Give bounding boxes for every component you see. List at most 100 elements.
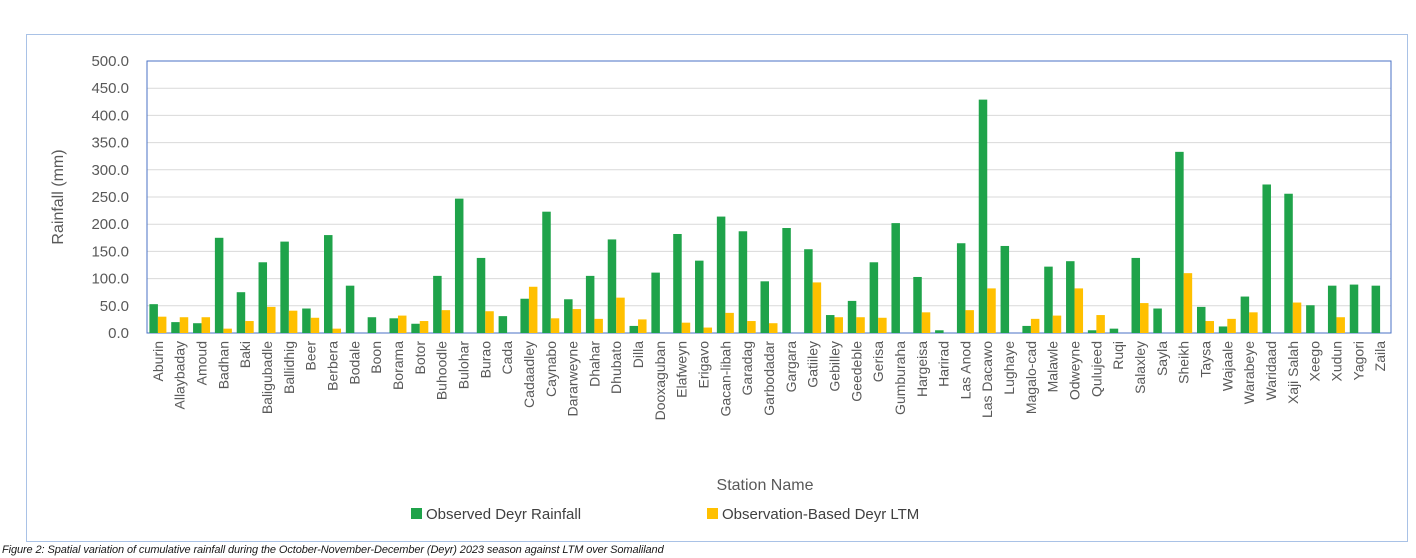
bar-observed xyxy=(389,318,398,333)
bar-ltm xyxy=(856,317,865,333)
x-category-label: Burao xyxy=(477,341,493,379)
x-category-label: Xudun xyxy=(1328,341,1344,381)
bar-observed xyxy=(607,239,617,333)
bar-observed xyxy=(520,298,529,333)
bar-ltm xyxy=(419,321,429,333)
bar-observed xyxy=(1066,261,1075,333)
x-category-label: Gerisa xyxy=(870,341,886,382)
bar-ltm xyxy=(1249,312,1258,333)
x-category-label: Gargara xyxy=(783,341,799,393)
bar-observed xyxy=(629,325,639,333)
bar-ltm xyxy=(594,318,603,333)
x-category-label: Cada xyxy=(499,341,515,375)
x-category-label: Yagori xyxy=(1350,341,1366,380)
x-category-label: Ballidhig xyxy=(281,341,297,394)
bar-observed xyxy=(1175,151,1184,333)
bar-ltm xyxy=(965,310,974,333)
x-category-label: Baki xyxy=(237,341,253,368)
bar-observed xyxy=(1327,285,1337,333)
y-tick-label: 500.0 xyxy=(91,53,129,70)
x-category-label: Gebilley xyxy=(826,341,842,392)
bar-observed xyxy=(345,285,355,333)
bar-ltm xyxy=(288,310,298,333)
bar-observed xyxy=(1000,245,1010,333)
y-axis-title: Rainfall (mm) xyxy=(50,149,67,244)
bar-ltm xyxy=(157,316,167,333)
bar-observed xyxy=(498,316,508,333)
x-category-label: Xeego xyxy=(1307,341,1323,382)
x-category-label: Hargeisa xyxy=(914,341,930,397)
x-category-label: Las Dacawo xyxy=(979,341,995,418)
bar-ltm xyxy=(397,315,407,333)
bar-ltm xyxy=(267,306,276,333)
x-category-label: Garadag xyxy=(739,341,755,395)
bar-ltm xyxy=(528,286,538,333)
x-category-label: Erigavo xyxy=(696,341,712,389)
bar-ltm xyxy=(1183,273,1193,333)
y-tick-label: 400.0 xyxy=(91,107,129,124)
bar-observed xyxy=(673,233,682,333)
legend-swatch-ltm xyxy=(707,508,718,519)
bar-ltm xyxy=(638,319,647,333)
legend-swatch-observed xyxy=(411,508,422,519)
bar-observed xyxy=(1349,284,1359,333)
bar-observed xyxy=(956,243,966,333)
bar-ltm xyxy=(201,317,211,333)
y-tick-label: 150.0 xyxy=(91,243,129,260)
bar-observed xyxy=(411,323,420,333)
bar-observed xyxy=(367,317,377,333)
x-category-label: Dhahar xyxy=(586,341,602,387)
bar-observed xyxy=(716,216,726,333)
bar-ltm xyxy=(1227,318,1236,333)
x-category-label: Salaxley xyxy=(1132,341,1148,394)
bar-observed xyxy=(760,281,769,333)
bar-observed xyxy=(454,198,464,333)
bar-observed xyxy=(695,260,704,333)
x-category-label: Sayla xyxy=(1154,341,1170,376)
bar-ltm xyxy=(550,318,560,333)
bar-observed xyxy=(149,304,158,333)
x-category-label: Boon xyxy=(368,341,384,374)
x-category-label: Amoud xyxy=(194,341,210,385)
bar-observed xyxy=(891,223,900,333)
y-tick-label: 250.0 xyxy=(91,189,129,206)
y-axis-ticks: 0.0 50.0 100.0 150.0 200.0 250.0 300.0 350.0 400… xyxy=(91,53,129,342)
bar-ltm xyxy=(1096,315,1105,333)
bar-observed xyxy=(193,323,202,333)
x-category-label: Warabeye xyxy=(1241,341,1257,405)
bar-ltm xyxy=(987,288,996,333)
x-category-label: Dilla xyxy=(630,341,646,368)
x-category-label: Gumburaha xyxy=(892,341,908,415)
x-category-label: Dooxaguban xyxy=(652,341,668,420)
bar-observed xyxy=(1262,184,1271,333)
rainfall-bar-chart: 0.0 50.0 100.0 150.0 200.0 250.0 300.0 350.0 400… xyxy=(50,53,1392,523)
x-category-label: Gatiiley xyxy=(805,341,821,388)
bar-observed xyxy=(847,300,857,333)
x-category-label: Sheikh xyxy=(1176,341,1192,384)
bar-observed xyxy=(433,275,442,333)
bar-observed xyxy=(1284,193,1293,333)
bar-ltm xyxy=(769,323,778,333)
bar-observed xyxy=(214,237,224,333)
bar-observed xyxy=(476,257,486,333)
bar-ltm xyxy=(310,317,320,333)
y-tick-label: 300.0 xyxy=(91,162,129,179)
bar-observed xyxy=(171,322,180,333)
x-category-label: Odweyne xyxy=(1067,341,1083,400)
bars xyxy=(149,99,1381,334)
bar-observed xyxy=(935,330,944,333)
bar-ltm xyxy=(1030,318,1040,333)
x-category-label: Bulohar xyxy=(455,341,471,390)
x-category-label: Lughaye xyxy=(1001,341,1017,395)
bar-ltm xyxy=(921,312,931,333)
x-category-label: Wajaale xyxy=(1219,341,1235,391)
x-category-label: Ruqi xyxy=(1110,341,1126,370)
bar-observed xyxy=(1109,328,1119,333)
bar-ltm xyxy=(1292,302,1302,333)
bar-ltm xyxy=(834,317,843,333)
bar-ltm xyxy=(1205,321,1214,333)
bar-observed xyxy=(1306,305,1315,333)
bar-ltm xyxy=(681,322,691,333)
x-category-label: Magalo-cad xyxy=(1023,341,1039,414)
bar-observed xyxy=(1087,330,1097,333)
